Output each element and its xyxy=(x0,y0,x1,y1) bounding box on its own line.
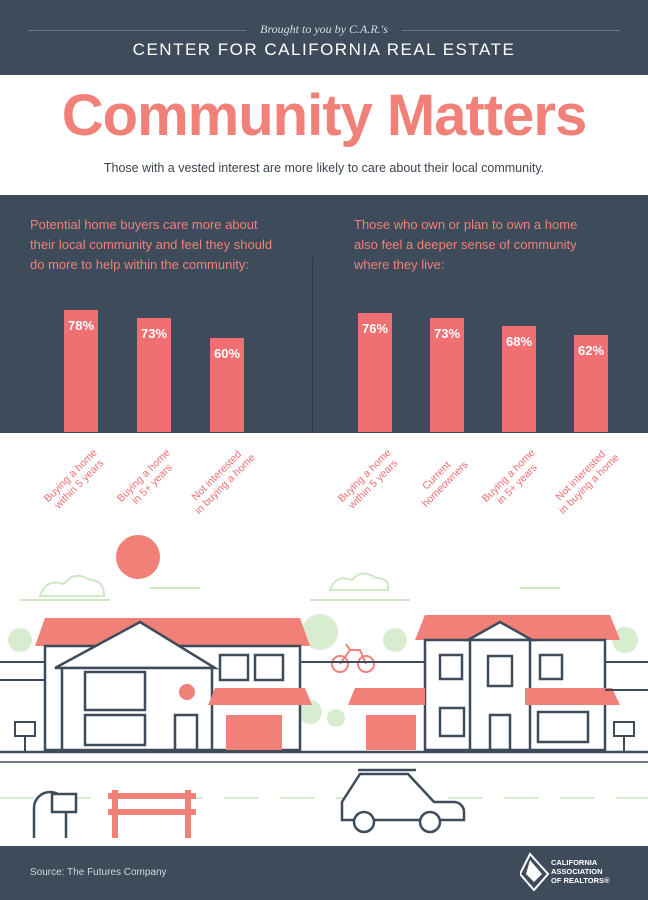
category-label: Not interested in buying a home xyxy=(553,448,622,517)
bar xyxy=(358,313,392,432)
bar xyxy=(210,338,244,432)
tree-icon xyxy=(8,628,32,652)
bar xyxy=(137,318,171,432)
bar-value-label: 60% xyxy=(213,346,241,362)
window-icon xyxy=(536,710,590,744)
sun-icon xyxy=(116,535,160,579)
header-rule-right xyxy=(402,30,620,31)
page-title: Community Matters xyxy=(61,83,587,148)
left-house xyxy=(35,618,310,752)
center-name: CENTER FOR CALIFORNIA REAL ESTATE xyxy=(132,40,516,59)
category-label: Buying a home within 5 years xyxy=(41,446,107,512)
window-icon xyxy=(218,653,250,682)
left-intro-line: do more to help within the community: xyxy=(30,257,249,272)
bar-value-label: 73% xyxy=(433,326,461,342)
door-icon xyxy=(488,713,512,752)
postbox-icon xyxy=(32,790,78,838)
mailbox-icon xyxy=(14,721,36,752)
logo-line: CALIFORNIA xyxy=(551,858,598,867)
mailbox-icon xyxy=(613,721,635,752)
bar xyxy=(430,318,464,432)
garage-door-icon xyxy=(226,715,282,750)
right-house xyxy=(415,615,620,752)
bar xyxy=(574,335,608,432)
right-intro-line: also feel a deeper sense of community xyxy=(354,237,577,252)
bicycle-icon xyxy=(331,643,375,673)
left-intro: Potential home buyers care more about th… xyxy=(30,215,272,275)
category-label: Buying a home in 5+ years xyxy=(479,446,540,507)
logo-line: OF REALTORS® xyxy=(551,876,610,885)
category-label: Buying a home in 5+ years xyxy=(114,446,175,507)
tree-icon xyxy=(327,709,345,727)
right-intro: Those who own or plan to own a home also… xyxy=(354,215,577,275)
brought-to-you: Brought to you by C.A.R.'s xyxy=(260,22,388,36)
window-icon xyxy=(438,653,464,681)
trees xyxy=(8,614,638,727)
left-intro-line: Potential home buyers care more about xyxy=(30,217,258,232)
header-rule-left xyxy=(28,30,246,31)
round-window-icon xyxy=(179,684,195,700)
chart-panel xyxy=(0,195,648,433)
fences xyxy=(0,661,648,691)
door-icon xyxy=(173,713,199,752)
right-intro-line: where they live: xyxy=(354,257,445,272)
garage-door-icon xyxy=(366,715,416,750)
bar-value-label: 68% xyxy=(505,333,533,349)
window-icon xyxy=(83,670,147,712)
tree-icon xyxy=(612,627,638,653)
logo-line: ASSOCIATION xyxy=(551,867,603,876)
tree-icon xyxy=(302,614,338,650)
tree-icon xyxy=(298,700,322,724)
header-band xyxy=(0,0,648,75)
bar xyxy=(64,310,98,432)
right-wing-roof xyxy=(525,688,620,705)
cloud-left xyxy=(38,574,106,597)
chart-divider xyxy=(312,258,313,433)
window-icon xyxy=(83,713,147,747)
left-intro-line: their local community and feel they shou… xyxy=(30,237,273,252)
car-icon xyxy=(340,768,466,834)
source-text: Source: The Futures Company xyxy=(30,867,167,878)
page-subtitle: Those with a vested interest are more li… xyxy=(103,161,545,175)
bar-value-label: 73% xyxy=(140,326,168,342)
tree-icon xyxy=(383,628,407,652)
car-logo-text: CALIFORNIA ASSOCIATION OF REALTORS® xyxy=(551,858,610,885)
car-logo-icon xyxy=(520,852,550,892)
category-label: Buying a home within 5 years xyxy=(335,446,401,512)
bar-value-label: 62% xyxy=(577,343,605,359)
right-garage-roof xyxy=(348,688,425,705)
left-garage-roof xyxy=(208,688,312,705)
category-label: Current homeowners xyxy=(419,458,471,510)
bar-value-label: 76% xyxy=(361,321,389,337)
right-intro-line: Those who own or plan to own a home xyxy=(354,217,578,232)
category-label: Not interested in buying a home xyxy=(189,448,258,517)
arched-window-icon xyxy=(486,654,514,688)
window-icon xyxy=(438,706,466,738)
bar xyxy=(502,325,536,432)
clouds xyxy=(20,572,560,601)
bar-value-label: 78% xyxy=(67,318,95,334)
right-roof xyxy=(415,615,620,640)
window-icon xyxy=(253,653,285,682)
right-tower xyxy=(468,638,532,752)
cloud-right xyxy=(328,572,390,591)
neighborhood-illustration xyxy=(0,535,648,838)
left-roof xyxy=(35,618,310,646)
window-icon xyxy=(538,653,564,681)
bench-icon xyxy=(108,790,196,838)
